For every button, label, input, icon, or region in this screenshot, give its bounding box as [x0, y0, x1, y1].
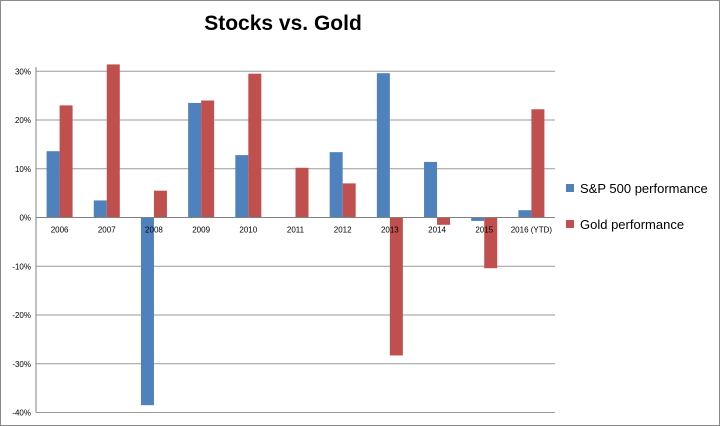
bar-sp500-2007 [93, 200, 107, 218]
legend-item-sp500: S&P 500 performance [566, 178, 708, 198]
x-tick-label: 2015 [475, 226, 493, 235]
bar-gold-2013 [389, 217, 403, 356]
bar-gold-2010 [248, 73, 262, 218]
bar-gold-2006 [59, 105, 73, 218]
x-tick-label: 2016 (YTD) [511, 226, 553, 235]
x-tick-label: 2010 [239, 226, 257, 235]
chart-title: Stocks vs. Gold [204, 12, 362, 35]
bar-gold-2008 [153, 190, 167, 218]
bar-sp500-2013 [376, 73, 390, 218]
bar-gold-2015 [484, 217, 498, 269]
y-tick-label: 10% [15, 165, 31, 174]
bar-gold-2009 [201, 100, 215, 218]
legend-label-gold: Gold performance [580, 216, 685, 232]
x-tick-label: 2014 [428, 226, 446, 235]
bar-gold-2012 [342, 183, 356, 218]
legend-label-sp500: S&P 500 performance [580, 180, 708, 196]
x-tick-label: 2009 [192, 226, 210, 235]
bar-sp500-2012 [329, 152, 343, 218]
y-tick-label: -40% [12, 409, 31, 418]
bar-sp500-2006 [46, 151, 60, 218]
bar-gold-2014 [437, 217, 451, 225]
x-tick-label: 2013 [381, 226, 399, 235]
bar-gold-2011 [295, 167, 309, 218]
bar-sp500-2009 [188, 102, 202, 218]
x-tick-label: 2011 [287, 226, 305, 235]
y-tick-label: -20% [12, 311, 31, 320]
y-tick-label: 20% [15, 116, 31, 125]
bar-sp500-2008 [140, 217, 154, 406]
bar-gold-2007 [106, 64, 120, 218]
bar-sp500-2010 [235, 155, 249, 218]
bar-sp500-2014 [424, 161, 438, 218]
x-tick-label: 2006 [51, 226, 69, 235]
x-tick-label: 2007 [98, 226, 116, 235]
y-tick-label: -30% [12, 360, 31, 369]
chart-legend: S&P 500 performance Gold performance [566, 178, 708, 250]
y-tick-label: 0% [19, 214, 31, 223]
y-tick-label: 30% [15, 67, 31, 76]
legend-swatch-sp500 [566, 184, 574, 192]
bar-sp500-2016-YTD [518, 210, 532, 218]
bar-gold-2016-YTD [531, 109, 545, 218]
bar-sp500-2015 [471, 217, 485, 221]
x-tick-label: 2008 [145, 226, 163, 235]
legend-swatch-gold [566, 220, 574, 228]
legend-item-gold: Gold performance [566, 214, 708, 234]
y-tick-label: -10% [12, 262, 31, 271]
x-tick-label: 2012 [334, 226, 352, 235]
